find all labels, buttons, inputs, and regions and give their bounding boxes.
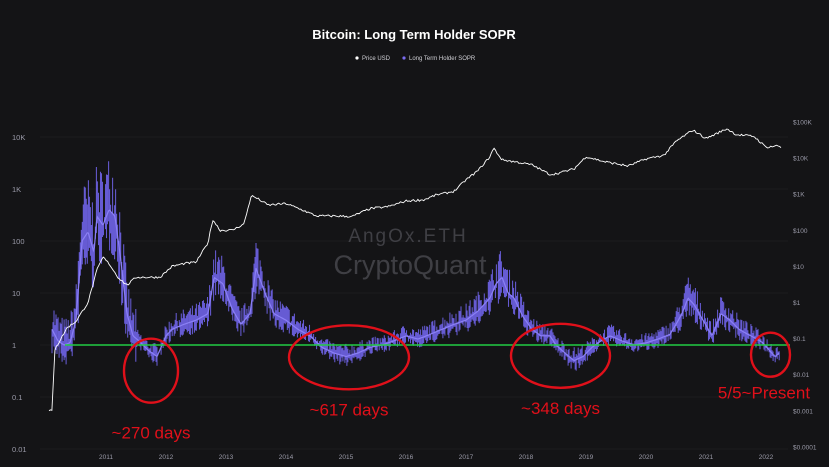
annotation-ellipse bbox=[749, 331, 792, 378]
x-tick-label: 2012 bbox=[159, 454, 174, 461]
annotation-ellipse bbox=[509, 322, 612, 389]
right-tick-label: $1 bbox=[793, 300, 801, 307]
right-tick-label: $0.001 bbox=[793, 408, 813, 415]
left-axis: 10K 1K 100 10 1 0.1 0.01 bbox=[12, 133, 27, 454]
x-tick-label: 2020 bbox=[639, 454, 654, 461]
sopr-trend-line bbox=[51, 209, 780, 362]
price-line bbox=[48, 128, 782, 412]
x-tick-label: 2014 bbox=[279, 454, 294, 461]
x-tick-label: 2016 bbox=[399, 454, 414, 461]
watermark-brand: CryptoQuant bbox=[333, 250, 487, 280]
right-tick-label: $10K bbox=[793, 156, 809, 163]
x-tick-label: 2022 bbox=[759, 454, 774, 461]
left-tick-label: 0.1 bbox=[12, 393, 22, 402]
legend-sopr-marker bbox=[402, 56, 406, 60]
chart-title: Bitcoin: Long Term Holder SOPR bbox=[312, 27, 516, 42]
left-tick-label: 10 bbox=[12, 289, 20, 298]
legend-price-label[interactable]: Price USD bbox=[362, 56, 391, 62]
x-tick-label: 2019 bbox=[579, 454, 594, 461]
right-axis: $100K $10K $1K $100 $10 $1 $0.1 $0.01 $0.001 $0.0… bbox=[793, 120, 817, 452]
sopr-series bbox=[51, 161, 780, 371]
x-tick-label: 2021 bbox=[699, 454, 714, 461]
right-tick-label: $0.1 bbox=[793, 336, 806, 343]
x-tick-label: 2011 bbox=[99, 454, 113, 461]
legend-price-marker bbox=[355, 56, 359, 60]
x-tick-label: 2013 bbox=[219, 454, 234, 461]
annotation-label: ~617 days bbox=[310, 400, 389, 419]
x-tick-label: 2018 bbox=[519, 454, 534, 461]
legend: Price USD Long Term Holder SOPR bbox=[355, 56, 476, 62]
right-tick-label: $0.0001 bbox=[793, 444, 817, 451]
annotation-label: ~348 days bbox=[521, 399, 600, 418]
annotation-ellipse bbox=[287, 324, 411, 391]
annotation-label: ~270 days bbox=[112, 424, 191, 443]
left-tick-label: 0.01 bbox=[12, 445, 27, 454]
left-tick-label: 10K bbox=[12, 133, 25, 142]
x-tick-label: 2015 bbox=[339, 454, 354, 461]
annotation-ellipse bbox=[122, 337, 180, 404]
x-tick-label: 2017 bbox=[459, 454, 474, 461]
gridlines bbox=[40, 136, 788, 450]
right-tick-label: $100 bbox=[793, 228, 808, 235]
right-tick-label: $100K bbox=[793, 120, 812, 127]
annotations: ~270 days ~617 days ~348 days 5/5~Present bbox=[112, 322, 810, 443]
right-tick-label: $0.01 bbox=[793, 372, 810, 379]
watermark: AngOx.ETH CryptoQuant bbox=[333, 226, 487, 280]
right-tick-label: $10 bbox=[793, 264, 804, 271]
annotation-label: 5/5~Present bbox=[718, 384, 810, 403]
left-tick-label: 100 bbox=[12, 237, 25, 246]
right-tick-label: $1K bbox=[793, 192, 805, 199]
left-tick-label: 1 bbox=[12, 341, 16, 350]
x-axis: 2011 2012 2013 2014 2015 2016 2017 2018 2019 2020… bbox=[99, 454, 774, 461]
watermark-author: AngOx.ETH bbox=[348, 226, 467, 247]
left-tick-label: 1K bbox=[12, 185, 21, 194]
legend-sopr-label[interactable]: Long Term Holder SOPR bbox=[409, 56, 476, 62]
